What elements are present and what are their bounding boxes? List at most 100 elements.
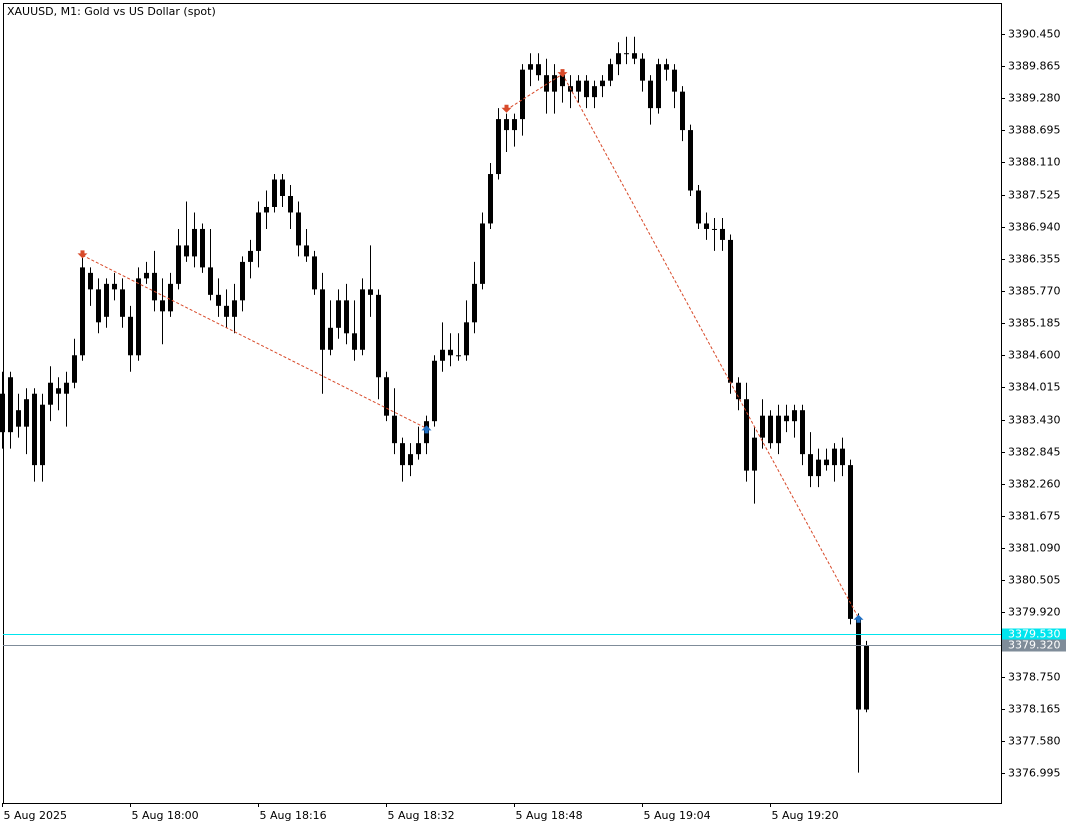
candle-body (648, 80, 653, 109)
trade-link (506, 73, 563, 111)
candle-body (312, 256, 317, 290)
candle-body (168, 283, 173, 312)
candle-body (376, 294, 381, 378)
candle-body (408, 454, 413, 466)
candle-body (272, 179, 277, 207)
y-tick-label: 3388.695 (1008, 124, 1061, 137)
candle-body (368, 289, 373, 295)
candle-body (512, 119, 517, 131)
candle-body (184, 245, 189, 257)
candle-body (256, 212, 261, 251)
candle-body (624, 53, 629, 55)
candle-body (448, 349, 453, 356)
candle-body (480, 223, 485, 284)
x-tick-label: 5 Aug 18:00 (132, 809, 199, 822)
y-tick-label: 3388.110 (1008, 156, 1061, 169)
y-tick-label: 3382.845 (1008, 446, 1061, 459)
y-tick-label: 3389.865 (1008, 60, 1061, 73)
candle-body (496, 119, 501, 175)
y-tick-label: 3389.280 (1008, 92, 1061, 105)
candle-body (232, 300, 237, 317)
candle-body (704, 223, 709, 229)
price-label: 3379.320 (1008, 639, 1061, 652)
candle-body (560, 75, 565, 87)
price-label: 3379.530 (1008, 628, 1061, 641)
candle-body (360, 289, 365, 350)
candle-body (200, 228, 205, 268)
candle-body (432, 360, 437, 422)
y-tick-label: 3385.185 (1008, 317, 1061, 330)
x-tick-label: 5 Aug 18:32 (388, 809, 455, 822)
candle-body (136, 278, 141, 356)
y-tick-label: 3382.260 (1008, 478, 1061, 491)
candle-body (816, 459, 821, 477)
candle-body (32, 393, 37, 466)
candle-body (696, 190, 701, 224)
candle-body (336, 300, 341, 328)
candle-body (224, 305, 229, 317)
trade-link (562, 73, 859, 619)
candle-body (536, 64, 541, 76)
candle-body (16, 410, 21, 427)
chart-title: XAUUSD, M1: Gold vs US Dollar (spot) (7, 5, 216, 18)
price-label-bg (1002, 628, 1066, 641)
candle-body (144, 272, 149, 279)
candle-body (720, 228, 725, 240)
candle-body (296, 212, 301, 246)
candle-body (320, 289, 325, 350)
candle-body (72, 355, 77, 383)
candle-body (784, 415, 789, 422)
candle-body (504, 119, 509, 131)
x-tick-label: 5 Aug 18:16 (260, 809, 327, 822)
candle-body (736, 382, 741, 400)
candle-body (760, 415, 765, 438)
candle-body (600, 80, 605, 87)
candle-body (616, 53, 621, 65)
x-tick-label: 5 Aug 18:48 (516, 809, 583, 822)
candle-body (488, 174, 493, 224)
candle-body (768, 415, 773, 444)
y-tick-label: 3384.600 (1008, 349, 1061, 362)
candle-body (24, 399, 29, 427)
candle-body (728, 239, 733, 383)
candle-body (544, 75, 549, 92)
candle-body (656, 64, 661, 109)
sell-marker (557, 69, 568, 78)
candle-body (128, 316, 133, 356)
candle-body (216, 294, 221, 306)
x-tick-label: 5 Aug 19:20 (772, 809, 839, 822)
candle-body (712, 228, 717, 230)
candle-body (464, 322, 469, 356)
candle-body (528, 64, 533, 70)
candle-body (248, 250, 253, 262)
candle-body (592, 86, 597, 98)
candle-body (832, 448, 837, 466)
candle-body (8, 377, 13, 433)
candle-body (384, 377, 389, 416)
candle-body (584, 80, 589, 98)
candle-body (808, 454, 813, 477)
candle-body (680, 91, 685, 131)
y-tick-label: 3381.675 (1008, 510, 1061, 523)
y-tick-label: 3386.940 (1008, 221, 1061, 234)
candle-body (56, 388, 61, 394)
candle-body (576, 80, 581, 92)
y-tick-label: 3380.505 (1008, 574, 1061, 587)
candle-body (208, 267, 213, 295)
y-tick-label: 3378.750 (1008, 671, 1061, 684)
candle-body (64, 382, 69, 394)
candle-body (640, 58, 645, 81)
candle-body (192, 228, 197, 257)
y-tick-label: 3377.580 (1008, 735, 1061, 748)
candle-body (632, 53, 637, 59)
candle-body (848, 465, 853, 619)
candle-body (456, 355, 461, 357)
sell-marker (501, 104, 512, 113)
candle-body (176, 245, 181, 284)
y-tick-label: 3390.450 (1008, 28, 1061, 41)
x-tick-label: 5 Aug 19:04 (644, 809, 711, 822)
buy-marker (421, 425, 432, 434)
candle-body (40, 404, 45, 466)
candle-body (328, 327, 333, 350)
